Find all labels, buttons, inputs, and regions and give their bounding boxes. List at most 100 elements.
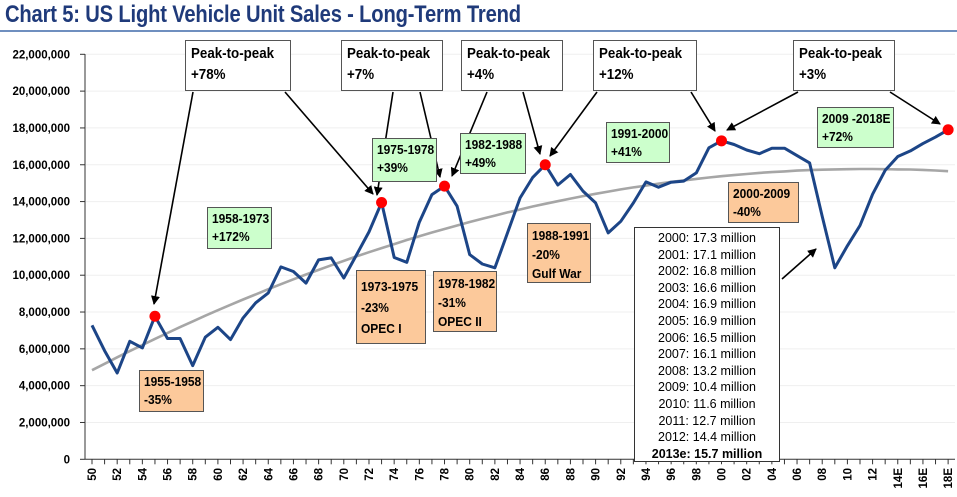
peak-marker bbox=[439, 180, 451, 192]
decline-period: 1973-1975 bbox=[361, 279, 419, 294]
gain-period: 1991-2000 bbox=[611, 126, 669, 141]
decline-period: 1955-1958 bbox=[144, 374, 202, 389]
gain-change: +41% bbox=[611, 144, 642, 159]
table-row: 2007: 16.1 million bbox=[658, 347, 756, 362]
gain-box: 1958-1973 +172% bbox=[207, 207, 272, 249]
peak-to-peak-value: +7% bbox=[347, 67, 375, 83]
x-tick-label: 56 bbox=[163, 468, 175, 481]
decline-box: 2000-2009 -40% bbox=[728, 182, 799, 223]
x-tick-label: 70 bbox=[339, 468, 351, 481]
peak-marker bbox=[376, 196, 388, 208]
x-tick-label: 80 bbox=[465, 468, 477, 481]
peak-to-peak-box: Peak-to-peak +12% bbox=[593, 40, 697, 91]
table-row: 2013e: 15.7 million bbox=[651, 446, 763, 461]
peak-to-peak-value: +78% bbox=[191, 67, 226, 83]
gain-period: 1982-1988 bbox=[465, 137, 523, 152]
peak-marker bbox=[149, 310, 161, 322]
decline-change: -40% bbox=[733, 204, 761, 219]
peak-to-peak-label: Peak-to-peak bbox=[467, 46, 551, 62]
gain-change: +49% bbox=[465, 155, 496, 170]
x-tick-label: 02 bbox=[742, 468, 754, 481]
peak-to-peak-box: Peak-to-peak +3% bbox=[793, 40, 895, 91]
x-tick-label: 12 bbox=[868, 468, 880, 481]
peak-to-peak-box: Peak-to-peak +4% bbox=[461, 40, 563, 91]
decline-change: -31% bbox=[438, 295, 466, 310]
table-row: 2000: 17.3 million bbox=[658, 231, 756, 245]
gain-period: 1958-1973 bbox=[212, 211, 270, 226]
arrow bbox=[284, 91, 374, 195]
x-tick-label: 50 bbox=[87, 468, 99, 481]
gain-box: 1991-2000 +41% bbox=[606, 122, 670, 163]
gain-box: 1975-1978 +39% bbox=[372, 138, 437, 182]
y-tick-label: 8,000,000 bbox=[19, 307, 70, 319]
y-tick-label: 2,000,000 bbox=[19, 417, 70, 429]
x-tick-label: 00 bbox=[717, 468, 729, 481]
y-tick-label: 16,000,000 bbox=[12, 160, 70, 172]
peak-to-peak-box: Peak-to-peak +7% bbox=[341, 40, 443, 91]
peak-to-peak-box: Peak-to-peak +78% bbox=[185, 40, 291, 91]
y-tick-label: 4,000,000 bbox=[19, 381, 70, 393]
x-tick-label: 64 bbox=[263, 467, 275, 480]
x-tick-label: 98 bbox=[691, 467, 703, 480]
peak-marker bbox=[716, 135, 727, 147]
arrow bbox=[549, 91, 598, 157]
x-tick-label: 94 bbox=[641, 467, 653, 480]
peak-to-peak-label: Peak-to-peak bbox=[191, 46, 275, 62]
y-tick-label: 10,000,000 bbox=[12, 270, 70, 282]
x-tick-label: 54 bbox=[137, 467, 149, 480]
arrow bbox=[151, 91, 194, 305]
series-layer bbox=[90, 124, 954, 375]
x-tick-label: 52 bbox=[112, 468, 124, 481]
x-tick-label: 16E bbox=[918, 468, 930, 489]
decline-period: 1978-1982 bbox=[438, 276, 496, 291]
y-tick-label: 20,000,000 bbox=[12, 86, 70, 98]
peak-to-peak-label: Peak-to-peak bbox=[599, 46, 683, 62]
x-tick-label: 88 bbox=[565, 467, 577, 480]
peak-to-peak-value: +3% bbox=[799, 67, 827, 83]
decline-change: -23% bbox=[361, 300, 389, 315]
arrow bbox=[690, 91, 716, 132]
table-row: 2006: 16.5 million bbox=[658, 330, 756, 345]
gain-box: 1982-1988 +49% bbox=[460, 133, 526, 174]
y-tick-label: 6,000,000 bbox=[19, 344, 70, 356]
x-tick-label: 96 bbox=[666, 468, 678, 481]
recent-sales-table: 2000: 17.3 million 2001: 17.1 million 2002… bbox=[634, 227, 780, 462]
y-tick-label: 22,000,000 bbox=[12, 49, 70, 61]
x-tick-label: 62 bbox=[238, 468, 250, 481]
arrow bbox=[726, 91, 799, 131]
peak-to-peak-value: +12% bbox=[599, 67, 634, 83]
x-ticks: 50 52 54 56 58 60 62 64 66 68 70 72 74 76 78 80 82 84 86 88… bbox=[87, 459, 955, 488]
x-tick-label: 04 bbox=[767, 467, 779, 480]
gain-change: +39% bbox=[377, 160, 408, 175]
arrow bbox=[781, 248, 817, 280]
gain-period: 1975-1978 bbox=[377, 142, 435, 157]
y-tick-label: 12,000,000 bbox=[12, 233, 70, 245]
table-row: 2010: 11.6 million bbox=[658, 396, 756, 411]
peak-to-peak-label: Peak-to-peak bbox=[347, 46, 431, 62]
chart-title: Chart 5: US Light Vehicle Unit Sales - L… bbox=[5, 1, 521, 28]
decline-change: -20% bbox=[532, 247, 560, 262]
x-tick-label: 72 bbox=[364, 468, 376, 481]
x-tick-label: 90 bbox=[591, 468, 603, 481]
table-row: 2003: 16.6 million bbox=[658, 280, 756, 295]
y-tick-label: 14,000,000 bbox=[12, 197, 70, 209]
decline-note: Gulf War bbox=[532, 266, 582, 281]
x-tick-label: 14E bbox=[893, 468, 905, 489]
table-row: 2001: 17.1 million bbox=[658, 247, 756, 262]
decline-box: 1955-1958 -35% bbox=[139, 370, 204, 412]
title-underline bbox=[0, 30, 957, 32]
decline-note: OPEC II bbox=[438, 314, 482, 329]
x-tick-label: 60 bbox=[213, 468, 225, 481]
x-tick-label: 68 bbox=[314, 467, 326, 480]
arrow bbox=[522, 91, 543, 155]
x-tick-label: 66 bbox=[288, 468, 300, 481]
x-tick-label: 18E bbox=[943, 468, 955, 489]
x-tick-label: 92 bbox=[616, 468, 628, 481]
table-row: 2005: 16.9 million bbox=[658, 313, 756, 328]
arrow bbox=[889, 91, 941, 125]
peak-marker bbox=[942, 124, 954, 136]
table-row: 2009: 10.4 million bbox=[658, 380, 756, 395]
x-tick-label: 82 bbox=[490, 468, 502, 481]
peak-to-peak-value: +4% bbox=[467, 67, 495, 83]
table-row: 2011: 12.7 million bbox=[658, 413, 756, 428]
